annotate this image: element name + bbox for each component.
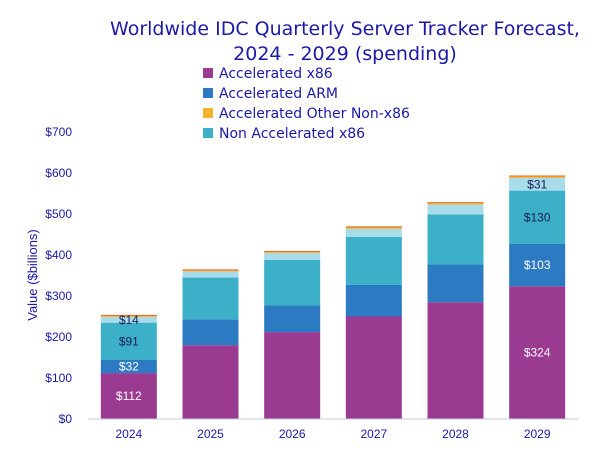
bar-segment bbox=[427, 302, 484, 419]
y-tick-label: $400 bbox=[45, 248, 72, 262]
y-tick-label: $500 bbox=[45, 207, 72, 221]
data-label: $130 bbox=[524, 210, 551, 224]
bar-segment bbox=[100, 359, 157, 374]
x-tick-label: 2026 bbox=[279, 427, 306, 441]
bar-segment bbox=[264, 305, 321, 333]
bar-segment bbox=[427, 203, 484, 205]
x-tick-label: 2025 bbox=[197, 427, 224, 441]
bar-segment bbox=[345, 316, 402, 419]
bar-segment bbox=[100, 322, 157, 360]
data-label: $324 bbox=[524, 346, 551, 360]
bar-segment bbox=[182, 319, 239, 346]
chart-title-line-1: Worldwide IDC Quarterly Server Tracker F… bbox=[110, 18, 580, 40]
bar-segment bbox=[509, 176, 566, 178]
bar-segment bbox=[100, 314, 157, 317]
data-label: $103 bbox=[524, 258, 551, 272]
bar-segment bbox=[509, 243, 566, 287]
legend-label: Accelerated x86 bbox=[219, 66, 333, 82]
legend-swatch bbox=[203, 68, 213, 78]
bar-segment bbox=[264, 252, 321, 253]
bar-segment bbox=[264, 259, 321, 306]
bar-segment bbox=[182, 270, 239, 272]
bar-segment bbox=[100, 373, 157, 419]
bar-segment bbox=[345, 284, 402, 317]
y-axis-label: Value ($billions) bbox=[25, 229, 40, 321]
legend-swatch bbox=[203, 88, 213, 98]
data-label: $14 bbox=[119, 313, 139, 327]
bar-segment bbox=[345, 227, 402, 229]
y-tick-label: $0 bbox=[59, 412, 73, 426]
bar-segment bbox=[182, 277, 239, 320]
bar-segment bbox=[509, 177, 566, 191]
bar-segment bbox=[100, 316, 157, 317]
legend-label: Accelerated Other Non-x86 bbox=[219, 106, 410, 122]
bar-segment bbox=[182, 269, 239, 271]
y-tick-label: $600 bbox=[45, 166, 72, 180]
bar-segment bbox=[509, 286, 566, 419]
data-label: $112 bbox=[116, 389, 142, 403]
y-tick-label: $200 bbox=[45, 330, 72, 344]
legend-swatch bbox=[203, 128, 213, 138]
y-tick-label: $700 bbox=[45, 125, 72, 139]
bar-segment bbox=[264, 250, 321, 253]
bar-segment bbox=[264, 252, 321, 260]
data-label: $91 bbox=[119, 334, 139, 348]
x-tick-label: 2028 bbox=[442, 427, 469, 441]
legend: Accelerated x86 Accelerated ARM Accelerate… bbox=[203, 66, 410, 142]
bar-segment bbox=[509, 175, 566, 177]
data-label: $32 bbox=[119, 360, 139, 374]
legend-label: Non Accelerated x86 bbox=[219, 126, 365, 142]
bar-segment bbox=[182, 345, 239, 419]
bar-segment bbox=[427, 264, 484, 303]
bar-segment bbox=[182, 271, 239, 278]
bar-segment bbox=[264, 332, 321, 419]
bar-segment bbox=[345, 236, 402, 285]
bar-segment bbox=[427, 214, 484, 265]
x-tick-label: 2024 bbox=[115, 427, 142, 441]
bar-segment bbox=[345, 226, 402, 228]
x-tick-label: 2027 bbox=[360, 427, 387, 441]
data-label: $31 bbox=[527, 177, 547, 191]
bars: $112 $32 $91 $14 $324 $103 $130 $31 bbox=[100, 175, 566, 419]
legend-label: Accelerated ARM bbox=[219, 86, 338, 102]
bar-segment bbox=[345, 228, 402, 237]
bar-segment bbox=[427, 204, 484, 215]
x-axis: 2024 2025 2026 2027 2028 2029 bbox=[88, 418, 578, 441]
y-tick-label: $100 bbox=[45, 371, 72, 385]
x-tick-label: 2029 bbox=[524, 427, 551, 441]
y-tick-label: $300 bbox=[45, 289, 72, 303]
legend-swatch bbox=[203, 108, 213, 118]
chart-title-line-2: 2024 - 2029 (spending) bbox=[233, 43, 457, 65]
bar-segment bbox=[427, 202, 484, 204]
bar-segment bbox=[509, 190, 566, 244]
y-axis: $0 $100 $200 $300 $400 $500 $600 $700 bbox=[45, 125, 72, 426]
bar-segment bbox=[100, 316, 157, 323]
